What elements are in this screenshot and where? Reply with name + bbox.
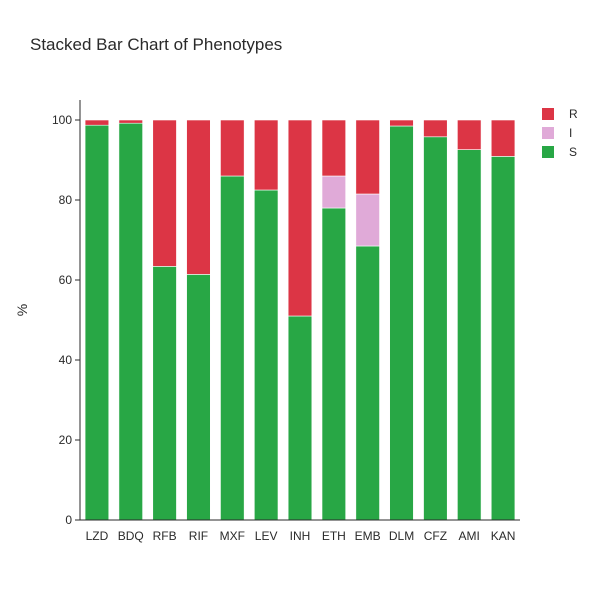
bar-eth-s[interactable] — [321, 207, 346, 521]
bar-group-eth[interactable] — [321, 119, 346, 521]
bar-rfb-r[interactable] — [152, 119, 177, 267]
legend-label-r: R — [569, 107, 578, 121]
legend-item-s[interactable]: S — [542, 145, 577, 159]
y-tick-label-40: 40 — [59, 353, 73, 367]
bar-bdq-s[interactable] — [118, 122, 143, 521]
y-tick-label-0: 0 — [65, 513, 72, 527]
bar-group-inh[interactable] — [287, 119, 313, 521]
bar-kan-r[interactable] — [490, 119, 516, 157]
bar-eth-i[interactable] — [321, 175, 346, 209]
bar-rif-r[interactable] — [186, 119, 211, 275]
bar-eth-r[interactable] — [321, 119, 346, 177]
bar-emb-s[interactable] — [355, 245, 380, 521]
legend-swatch-s — [542, 146, 554, 158]
bar-group-mxf[interactable] — [220, 119, 245, 521]
bar-group-cfz[interactable] — [423, 119, 448, 521]
bar-lev-s[interactable] — [254, 189, 279, 521]
bar-lev-r[interactable] — [254, 119, 279, 191]
x-tick-label-bdq: BDQ — [118, 529, 144, 543]
x-tick-label-lev: LEV — [255, 529, 278, 543]
bar-rfb-s[interactable] — [152, 266, 177, 521]
bar-group-rif[interactable] — [186, 119, 211, 521]
legend-label-s: S — [569, 145, 577, 159]
y-axis-label: % — [14, 304, 30, 316]
bar-ami-r[interactable] — [457, 119, 482, 150]
x-tick-label-kan: KAN — [491, 529, 516, 543]
y-tick-label-20: 20 — [59, 433, 73, 447]
axes: 0 20 40 60 80 100 LZD BDQ RFB RIF MXF LEV INH ETH EMB D… — [52, 100, 520, 543]
x-tick-label-mxf: MXF — [220, 529, 245, 543]
bar-group-ami[interactable] — [457, 119, 482, 521]
chart-title: Stacked Bar Chart of Phenotypes — [30, 35, 282, 54]
legend-item-r[interactable]: R — [542, 107, 578, 121]
legend-swatch-i — [542, 127, 554, 139]
bar-ami-s[interactable] — [457, 149, 482, 521]
bar-dlm-r[interactable] — [389, 119, 414, 127]
bar-cfz-r[interactable] — [423, 119, 448, 138]
bar-emb-r[interactable] — [355, 119, 380, 195]
bar-bdq-r[interactable] — [118, 119, 143, 124]
x-tick-label-inh: INH — [290, 529, 311, 543]
plot-area — [84, 119, 516, 521]
x-tick-label-emb: EMB — [355, 529, 381, 543]
x-tick-label-eth: ETH — [322, 529, 346, 543]
bar-cfz-s[interactable] — [423, 136, 448, 521]
bar-group-dlm[interactable] — [389, 119, 414, 521]
bar-lzd-r[interactable] — [84, 119, 110, 126]
x-tick-label-ami: AMI — [459, 529, 480, 543]
bar-group-lev[interactable] — [254, 119, 279, 521]
x-tick-label-dlm: DLM — [389, 529, 414, 543]
bar-dlm-s[interactable] — [389, 125, 414, 521]
bar-rif-s[interactable] — [186, 274, 211, 521]
legend-swatch-r — [542, 108, 554, 120]
legend[interactable]: RIS — [542, 107, 578, 159]
x-tick-label-rfb: RFB — [153, 529, 177, 543]
bar-inh-r[interactable] — [287, 119, 313, 317]
y-tick-label-80: 80 — [59, 193, 73, 207]
bar-lzd-s[interactable] — [84, 124, 110, 521]
bar-mxf-r[interactable] — [220, 119, 245, 177]
bar-group-kan[interactable] — [490, 119, 516, 521]
bar-kan-s[interactable] — [490, 156, 516, 521]
bar-group-rfb[interactable] — [152, 119, 177, 521]
bar-group-lzd[interactable] — [84, 119, 110, 521]
bar-mxf-s[interactable] — [220, 175, 245, 521]
bar-group-bdq[interactable] — [118, 119, 143, 521]
bar-inh-s[interactable] — [287, 315, 313, 521]
bar-emb-i[interactable] — [355, 193, 380, 247]
x-tick-label-rif: RIF — [189, 529, 208, 543]
y-tick-label-60: 60 — [59, 273, 73, 287]
x-tick-label-cfz: CFZ — [424, 529, 447, 543]
legend-item-i[interactable]: I — [542, 126, 572, 140]
x-tick-label-lzd: LZD — [86, 529, 109, 543]
bar-group-emb[interactable] — [355, 119, 380, 521]
y-tick-label-100: 100 — [52, 113, 72, 127]
legend-label-i: I — [569, 126, 572, 140]
